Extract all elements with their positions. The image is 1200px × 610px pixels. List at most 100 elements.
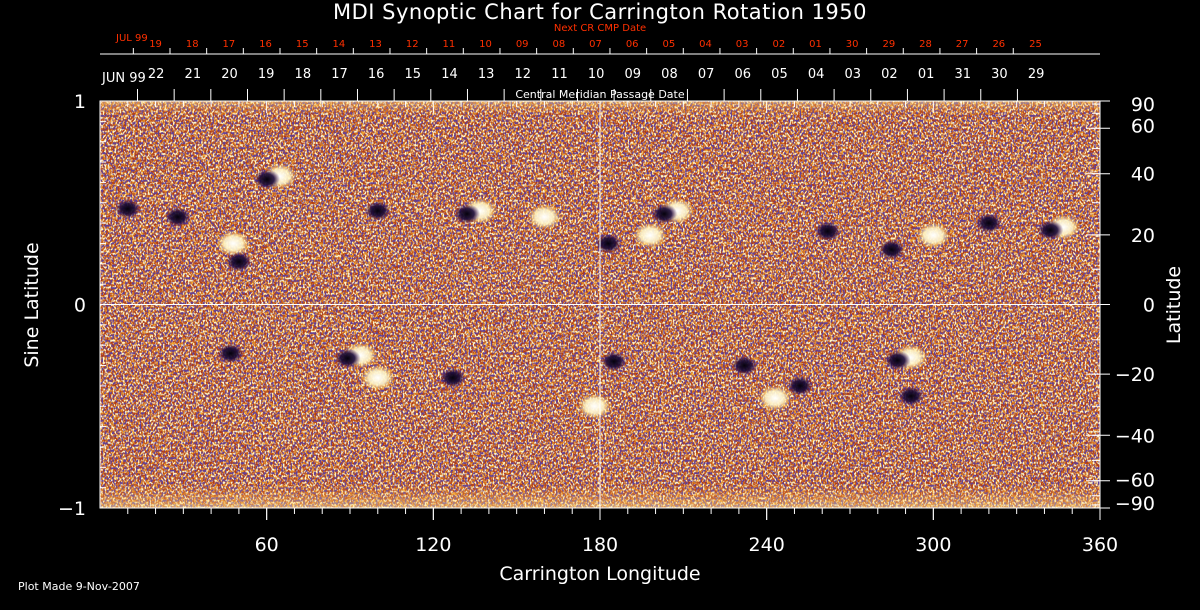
active-region bbox=[334, 342, 378, 369]
positive-flux-patch bbox=[916, 222, 951, 249]
negative-flux-patch bbox=[364, 200, 391, 221]
cmp-date-label: 09 bbox=[625, 67, 642, 82]
cmp-date-label: 14 bbox=[441, 67, 458, 82]
active-region bbox=[651, 197, 695, 224]
next-cr-label: Next CR CMP Date bbox=[553, 23, 647, 34]
next-cr-date-label: 08 bbox=[552, 39, 565, 50]
positive-flux-patch bbox=[527, 203, 562, 230]
next-cr-date-label: 29 bbox=[882, 39, 895, 50]
negative-flux-patch bbox=[1037, 220, 1064, 241]
next-cr-date-label: 06 bbox=[626, 39, 639, 50]
x-tick-label: 300 bbox=[915, 534, 951, 556]
cmp-date-label: 01 bbox=[918, 67, 935, 82]
next-cr-date-label: 27 bbox=[956, 39, 969, 50]
y-right-tick-label: 40 bbox=[1131, 164, 1155, 186]
positive-flux-patch bbox=[577, 393, 612, 420]
active-region bbox=[454, 197, 497, 224]
cmp-date-label: 10 bbox=[588, 67, 605, 82]
negative-flux-patch bbox=[334, 348, 361, 369]
next-cr-date-label: 11 bbox=[442, 39, 455, 50]
next-cr-date-label: 14 bbox=[333, 39, 346, 50]
negative-flux-patch bbox=[217, 343, 244, 364]
cmp-date-label: 30 bbox=[991, 67, 1008, 82]
cmp-month-label: JUN 99 bbox=[101, 71, 146, 86]
active-region bbox=[916, 222, 951, 249]
cmp-date-label: 06 bbox=[735, 67, 752, 82]
cmp-date-label: 16 bbox=[368, 67, 385, 82]
active-region bbox=[787, 375, 813, 396]
active-region bbox=[814, 221, 841, 242]
next-cr-date-label: 04 bbox=[699, 39, 712, 50]
cmp-date-label: 15 bbox=[405, 67, 422, 82]
next-cr-date-label: 05 bbox=[662, 39, 675, 50]
cmp-date-label: 12 bbox=[515, 67, 532, 82]
next-cr-date-label: 19 bbox=[149, 39, 162, 50]
y-left-tick-label: 1 bbox=[74, 91, 86, 113]
cmp-date-label: 05 bbox=[771, 67, 788, 82]
cmp-date-label: 04 bbox=[808, 67, 825, 82]
y-right-tick-label: −90 bbox=[1115, 493, 1155, 515]
plot-made-note: Plot Made 9-Nov-2007 bbox=[18, 580, 140, 593]
cmp-date-label: 02 bbox=[881, 67, 898, 82]
negative-flux-patch bbox=[731, 355, 758, 376]
active-region bbox=[600, 351, 627, 372]
active-region bbox=[595, 233, 622, 254]
next-cr-date-label: 18 bbox=[186, 39, 199, 50]
next-cr-date-label: 10 bbox=[479, 39, 492, 50]
active-region bbox=[758, 385, 792, 412]
active-region bbox=[731, 355, 758, 376]
y-left-label: Sine Latitude bbox=[21, 242, 43, 367]
cmp-date-label: 29 bbox=[1028, 67, 1045, 82]
next-cr-month-label: JUL 99 bbox=[115, 33, 148, 44]
negative-flux-patch bbox=[878, 239, 905, 260]
cmp-date-label: 31 bbox=[954, 67, 971, 82]
y-right-label: Latitude bbox=[1163, 266, 1185, 344]
negative-flux-patch bbox=[898, 386, 925, 407]
cmp-date-label: 22 bbox=[148, 67, 165, 82]
y-right-tick-label: −40 bbox=[1115, 425, 1155, 447]
active-region bbox=[884, 344, 928, 371]
active-region bbox=[439, 367, 466, 388]
next-cr-date-label: 15 bbox=[296, 39, 309, 50]
active-region bbox=[878, 239, 905, 260]
active-region bbox=[114, 198, 141, 219]
next-cr-date-label: 07 bbox=[589, 39, 602, 50]
x-tick-label: 180 bbox=[582, 534, 618, 556]
negative-flux-patch bbox=[225, 251, 252, 272]
negative-flux-patch bbox=[595, 233, 622, 254]
x-axis-label: Carrington Longitude bbox=[499, 563, 701, 585]
cmp-date-label: 11 bbox=[551, 67, 568, 82]
y-left-tick-label: 0 bbox=[74, 295, 86, 317]
y-right-tick-label: 60 bbox=[1131, 115, 1155, 137]
active-region bbox=[527, 203, 562, 230]
negative-flux-patch bbox=[975, 213, 1002, 234]
negative-flux-patch bbox=[884, 350, 911, 371]
cmp-date-label: 19 bbox=[258, 67, 275, 82]
central-meridian-label: Central Meridian Passage Date bbox=[515, 88, 685, 101]
active-region bbox=[164, 206, 191, 227]
active-regions bbox=[114, 163, 1081, 420]
next-cr-date-label: 13 bbox=[369, 39, 382, 50]
y-right-tick-label: 0 bbox=[1143, 295, 1155, 317]
y-right-tick-label: 20 bbox=[1131, 225, 1155, 247]
next-cr-date-label: 01 bbox=[809, 39, 822, 50]
next-cr-date-label: 03 bbox=[736, 39, 749, 50]
negative-flux-patch bbox=[114, 198, 141, 219]
next-cr-date-label: 26 bbox=[992, 39, 1005, 50]
active-region bbox=[217, 343, 244, 364]
next-cr-date-label: 28 bbox=[919, 39, 932, 50]
chart-title: MDI Synoptic Chart for Carrington Rotati… bbox=[332, 0, 868, 24]
cmp-ticks: 22 21 20 19 18 17 16 15 14 13 12 11 10 09 08 07 06 05 04 03… bbox=[101, 67, 1044, 101]
negative-flux-patch bbox=[454, 203, 480, 224]
cmp-date-label: 13 bbox=[478, 67, 495, 82]
next-cr-date-label: 12 bbox=[406, 39, 419, 50]
active-region bbox=[360, 364, 395, 391]
negative-flux-patch bbox=[439, 367, 466, 388]
next-cr-date-label: 02 bbox=[772, 39, 785, 50]
x-tick-label: 60 bbox=[255, 534, 279, 556]
negative-flux-patch bbox=[787, 375, 813, 396]
cmp-date-label: 17 bbox=[331, 67, 348, 82]
y-right-tick-label: −60 bbox=[1115, 470, 1155, 492]
x-tick-label: 240 bbox=[749, 534, 785, 556]
